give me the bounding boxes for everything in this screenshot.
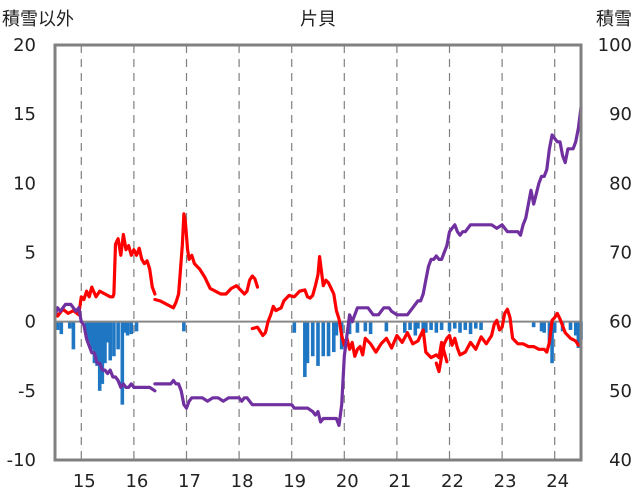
left-axis-tick-label: 20	[13, 35, 36, 56]
bar	[321, 321, 326, 357]
grid	[80, 45, 556, 460]
x-axis-tick-label: 19	[283, 471, 306, 492]
bar	[122, 321, 127, 333]
left-axis-tick-label: -10	[7, 450, 36, 471]
bar	[120, 321, 125, 405]
left-axis-label: 積雪以外	[2, 9, 74, 30]
bar	[434, 321, 439, 333]
series-line-0	[434, 307, 580, 374]
bar	[550, 321, 554, 364]
x-axis-tick-label: 20	[336, 471, 359, 492]
plot-frame	[53, 43, 583, 462]
bar	[416, 321, 420, 329]
series-line-1	[53, 302, 157, 393]
bar	[105, 321, 110, 343]
bar	[316, 321, 320, 366]
bar	[355, 321, 360, 333]
bar	[103, 321, 107, 364]
bar	[326, 321, 331, 357]
bar	[71, 321, 76, 350]
bar	[539, 321, 544, 332]
bar	[55, 321, 60, 330]
bar	[421, 321, 425, 332]
bar	[95, 321, 99, 366]
right-axis-tick-label: 60	[609, 312, 632, 333]
bar	[439, 321, 444, 330]
bar	[108, 321, 113, 361]
bar	[384, 321, 389, 332]
bar	[310, 321, 315, 357]
bar	[84, 321, 89, 336]
bar	[116, 321, 120, 350]
x-axis-tick-label: 15	[73, 471, 96, 492]
bar	[573, 321, 578, 336]
chart-title: 片貝	[300, 9, 336, 30]
bar	[552, 321, 557, 333]
right-axis-tick-label: 70	[609, 243, 632, 264]
x-axis-tick-label: 21	[388, 471, 411, 492]
bar	[129, 321, 134, 335]
bar	[292, 321, 297, 333]
left-axis-tick-label: 0	[25, 312, 36, 333]
bar	[479, 321, 483, 330]
bar	[92, 321, 97, 364]
bar	[87, 321, 91, 343]
series-bars	[55, 321, 583, 405]
bar	[542, 321, 546, 333]
bar	[368, 321, 373, 335]
series-line-1	[153, 105, 583, 427]
bar	[447, 321, 452, 332]
right-axis-tick-label: 50	[609, 381, 632, 402]
bar	[182, 321, 186, 332]
bar	[429, 321, 433, 330]
bar	[468, 321, 473, 335]
right-axis-tick-label: 90	[609, 104, 632, 125]
left-axis-tick-label: 10	[13, 173, 36, 194]
right-axis-label: 積雪	[596, 9, 632, 30]
bar	[531, 321, 536, 328]
right-axis-tick-label: 80	[609, 173, 632, 194]
bar	[402, 321, 407, 333]
bar	[97, 321, 102, 391]
x-axis-tick-label: 22	[441, 471, 464, 492]
bar	[134, 321, 139, 332]
x-axis-tick-label: 16	[125, 471, 148, 492]
bar	[125, 321, 130, 336]
x-axis-tick-label: 18	[231, 471, 254, 492]
bar	[363, 321, 368, 332]
bar	[303, 321, 307, 377]
left-axis-tick-label: -5	[18, 381, 36, 402]
series-line-0	[153, 212, 260, 310]
bar	[474, 321, 478, 329]
right-axis-tick-label: 100	[598, 35, 632, 56]
bar	[463, 321, 468, 330]
bar	[458, 321, 462, 333]
series-lines	[53, 105, 583, 427]
bar	[100, 321, 105, 384]
left-axis-tick-label: 15	[13, 104, 36, 125]
bar	[90, 321, 94, 350]
bar	[413, 321, 418, 336]
bar	[568, 321, 573, 330]
bar	[576, 321, 581, 348]
bar	[452, 321, 457, 329]
left-axis-tick-label: 5	[25, 243, 36, 264]
bar	[305, 321, 310, 364]
x-axis-tick-label: 23	[494, 471, 517, 492]
x-axis-tick-label: 17	[178, 471, 201, 492]
bar	[334, 321, 339, 336]
bar	[331, 321, 336, 353]
bar	[408, 321, 412, 330]
series-line-0	[250, 255, 449, 364]
right-axis-tick-label: 40	[609, 450, 632, 471]
bar	[67, 321, 72, 329]
bar	[59, 321, 64, 335]
x-axis-tick-label: 24	[546, 471, 569, 492]
bar	[347, 321, 352, 335]
bar	[112, 321, 116, 357]
bar	[424, 321, 428, 333]
